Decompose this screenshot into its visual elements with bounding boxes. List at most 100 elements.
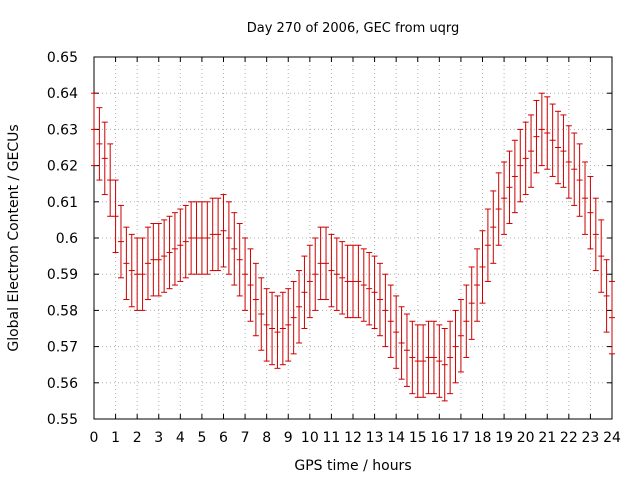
error-bar [522,121,529,196]
error-bar [236,223,243,297]
error-bar [312,237,319,311]
error-bar [177,208,184,282]
error-bar [565,125,572,199]
error-bar [474,248,481,322]
x-tick-label: 18 [474,430,492,446]
y-tick-label: 0.55 [47,412,78,428]
x-tick-label: 1 [111,430,120,446]
error-bar [452,309,459,384]
error-bar [571,132,578,206]
error-bar [285,288,292,362]
error-bar [350,244,356,319]
error-bar [215,197,222,272]
x-tick-label: 13 [366,430,384,446]
error-bar [193,201,200,275]
error-bar [457,299,464,373]
x-tick-label: 9 [284,430,293,446]
error-bar [263,288,270,362]
error-bar [528,114,535,188]
error-bar [463,284,470,358]
error-bar [398,306,405,380]
y-tick-label: 0.64 [47,86,78,102]
error-bar [533,99,540,174]
error-bar [301,255,308,329]
error-bar [576,143,583,217]
error-bar [258,277,265,351]
error-bar [182,204,189,279]
error-bar [420,324,427,398]
error-bar [339,241,346,315]
error-bar [382,273,389,348]
error-bar [425,320,432,395]
y-tick-label: 0.65 [47,50,78,66]
error-bar [490,190,497,264]
error-bar [333,237,340,311]
x-tick-label: 22 [560,430,578,446]
error-bar [603,259,610,333]
error-bar [393,295,400,369]
error-bar [225,201,232,275]
error-bar [231,212,238,286]
error-bar [409,320,416,395]
x-tick-label: 5 [197,430,206,446]
x-tick-label: 15 [409,430,427,446]
chart-title: Day 270 of 2006, GEC from uqrg [247,21,460,36]
error-bar [587,175,594,250]
error-bar [117,204,124,279]
error-bar [371,255,378,329]
x-tick-label: 14 [387,430,405,446]
error-bar [609,280,615,355]
error-bar [598,219,605,293]
error-bar [242,237,249,311]
error-bar [468,266,475,340]
x-axis-label: GPS time / hours [294,458,411,474]
error-bar [560,114,567,188]
x-tick-label: 17 [452,430,470,446]
y-tick-label: 0.62 [47,159,78,175]
y-tick-label: 0.61 [47,195,78,211]
y-tick-label: 0.56 [47,376,78,392]
error-bar [544,96,551,170]
axis-ticks [93,56,613,420]
x-tick-label: 20 [517,430,535,446]
y-tick-label: 0.59 [47,267,78,283]
y-tick-label: 0.63 [47,122,78,138]
error-bar [166,215,173,290]
error-bar [592,197,599,272]
error-bar [447,320,454,395]
error-bar [506,150,513,225]
error-bar [188,201,195,275]
error-bar [484,208,491,282]
error-bar [279,291,286,366]
error-bar [290,280,297,355]
x-tick-label: 12 [344,430,362,446]
error-bar [269,291,276,366]
error-bar [387,284,394,358]
error-bar [171,212,178,286]
x-tick-label: 19 [495,430,513,446]
error-bar [555,110,562,185]
error-bar [112,179,119,253]
x-tick-label: 16 [430,430,448,446]
y-tick-label: 0.58 [47,303,78,319]
error-bar [209,197,216,272]
x-tick-label: 6 [219,430,228,446]
error-bar [538,92,545,167]
error-bar [328,233,335,308]
error-bar [355,244,362,319]
x-tick-label: 24 [603,430,621,446]
x-tick-label: 2 [133,430,142,446]
error-bar [128,233,135,308]
x-tick-label: 7 [241,430,250,446]
error-bar [582,161,589,235]
error-bar [296,270,303,344]
error-bar [376,262,383,337]
x-tick-label: 10 [301,430,319,446]
error-bar [344,244,351,319]
x-tick-label: 0 [90,430,99,446]
x-tick-label: 11 [323,430,341,446]
error-bar [134,237,141,311]
error-bar [101,121,108,196]
error-bars [91,92,615,402]
error-bar [123,226,130,301]
